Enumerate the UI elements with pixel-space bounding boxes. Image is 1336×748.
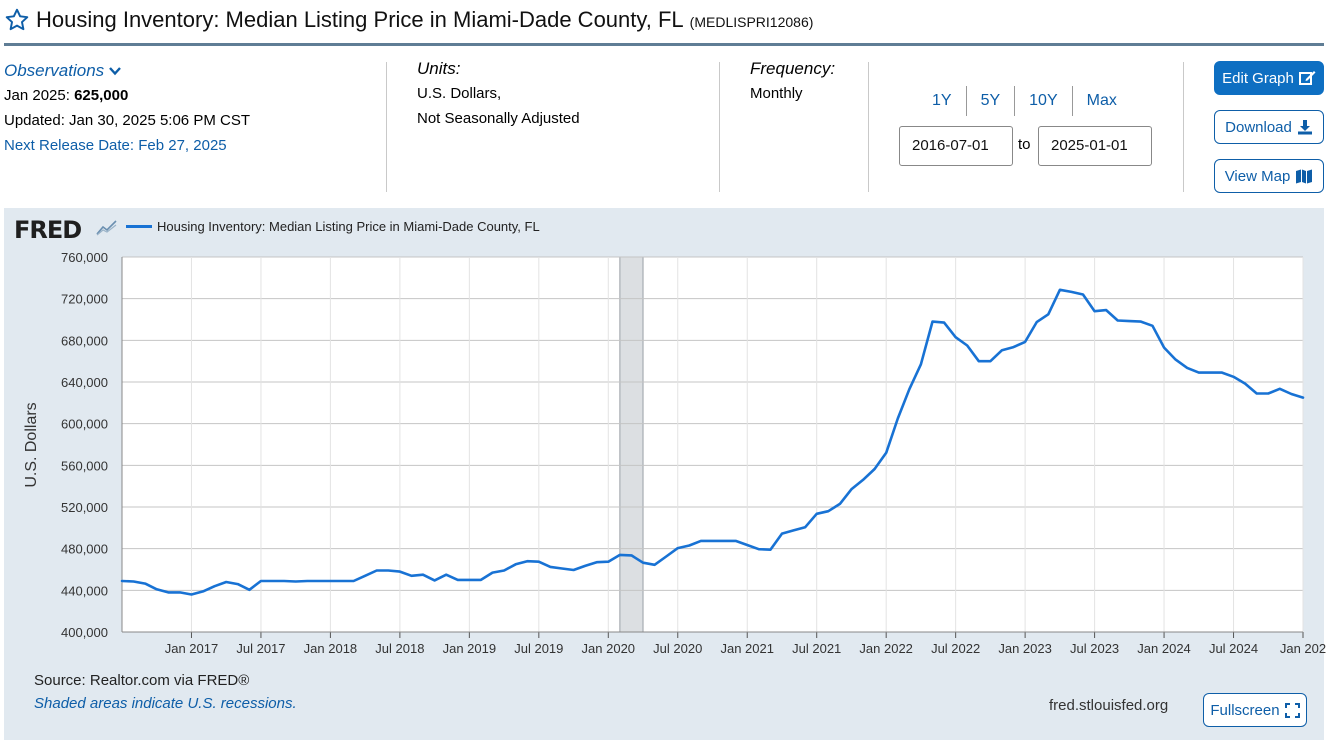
latest-observation-date: Jan 2025: bbox=[4, 87, 70, 104]
download-icon bbox=[1297, 120, 1312, 135]
x-tick-label: Jul 2017 bbox=[236, 641, 285, 656]
x-tick-label: Jul 2021 bbox=[792, 641, 841, 656]
y-tick-label: 560,000 bbox=[61, 458, 108, 473]
download-label: Download bbox=[1225, 118, 1292, 136]
chevron-down-icon bbox=[109, 66, 122, 75]
y-axis-label: U.S. Dollars bbox=[23, 402, 40, 488]
range-tabs: 1Y 5Y 10Y Max bbox=[918, 86, 1131, 116]
fullscreen-label: Fullscreen bbox=[1210, 701, 1280, 719]
series-line bbox=[120, 288, 1305, 596]
observations-panel: Observations Jan 2025: 625,000 Updated: … bbox=[4, 58, 250, 158]
y-tick-label: 480,000 bbox=[61, 542, 108, 557]
x-tick-label: Jul 2022 bbox=[931, 641, 980, 656]
x-tick-label: Jul 2023 bbox=[1070, 641, 1119, 656]
units-label: Units: bbox=[417, 59, 461, 78]
edit-graph-label: Edit Graph bbox=[1222, 69, 1294, 87]
y-tick-label: 760,000 bbox=[61, 250, 108, 265]
divider bbox=[1183, 62, 1184, 192]
range-tab-max[interactable]: Max bbox=[1086, 92, 1117, 109]
next-release-link[interactable]: Next Release Date: Feb 27, 2025 bbox=[4, 137, 227, 154]
site-url: fred.stlouisfed.org bbox=[1049, 697, 1169, 714]
x-tick-label: Jul 2019 bbox=[514, 641, 563, 656]
x-tick-label: Jan 2019 bbox=[443, 641, 497, 656]
y-tick-label: 400,000 bbox=[61, 625, 108, 640]
frequency-value: Monthly bbox=[750, 85, 803, 102]
recession-band bbox=[619, 256, 644, 633]
divider bbox=[386, 62, 387, 192]
x-tick-label: Jan 2018 bbox=[304, 641, 358, 656]
updated-text: Updated: Jan 30, 2025 5:06 PM CST bbox=[4, 112, 250, 129]
x-tick-label: Jan 202 bbox=[1280, 641, 1326, 656]
x-tick-label: Jan 2021 bbox=[720, 641, 774, 656]
x-tick-label: Jan 2020 bbox=[582, 641, 636, 656]
legend-label: Housing Inventory: Median Listing Price … bbox=[157, 219, 540, 234]
y-tick-label: 720,000 bbox=[61, 292, 108, 307]
series-id: (MEDLISPRI12086) bbox=[689, 14, 814, 30]
observations-label: Observations bbox=[4, 61, 105, 80]
units-line-1: U.S. Dollars, bbox=[417, 85, 502, 102]
plot-area bbox=[122, 257, 1303, 632]
x-tick-label: Jul 2018 bbox=[375, 641, 424, 656]
units-line-2: Not Seasonally Adjusted bbox=[417, 110, 580, 127]
observations-toggle[interactable]: Observations bbox=[4, 58, 250, 83]
x-tick-label: Jul 2020 bbox=[653, 641, 702, 656]
map-icon bbox=[1296, 169, 1313, 183]
legend-swatch bbox=[126, 225, 152, 228]
units-panel: Units: U.S. Dollars, Not Seasonally Adju… bbox=[417, 56, 580, 131]
x-tick-label: Jan 2024 bbox=[1137, 641, 1191, 656]
view-map-label: View Map bbox=[1224, 167, 1291, 185]
source-text: Source: Realtor.com via FRED® bbox=[34, 672, 250, 689]
chart-legend: Housing Inventory: Median Listing Price … bbox=[126, 219, 540, 234]
star-icon[interactable] bbox=[4, 7, 30, 33]
fullscreen-icon bbox=[1284, 702, 1300, 718]
y-tick-label: 640,000 bbox=[61, 375, 108, 390]
page-title: Housing Inventory: Median Listing Price … bbox=[36, 7, 684, 32]
fullscreen-button[interactable]: Fullscreen bbox=[1203, 693, 1307, 727]
download-button[interactable]: Download bbox=[1214, 110, 1324, 144]
recession-note: Shaded areas indicate U.S. recessions. bbox=[34, 695, 297, 712]
to-label: to bbox=[1018, 136, 1031, 153]
range-tab-1y[interactable]: 1Y bbox=[918, 86, 967, 116]
y-tick-label: 440,000 bbox=[61, 583, 108, 598]
start-date-input[interactable]: 2016-07-01 bbox=[899, 126, 1013, 166]
x-tick-label: Jan 2022 bbox=[859, 641, 913, 656]
x-tick-label: Jan 2023 bbox=[998, 641, 1052, 656]
frequency-panel: Frequency: Monthly bbox=[750, 56, 835, 106]
range-tab-10y[interactable]: 10Y bbox=[1015, 86, 1073, 116]
y-tick-label: 680,000 bbox=[61, 333, 108, 348]
divider bbox=[868, 62, 869, 192]
edit-graph-button[interactable]: Edit Graph bbox=[1214, 61, 1324, 95]
title-divider bbox=[4, 43, 1324, 46]
frequency-label: Frequency: bbox=[750, 59, 836, 78]
view-map-button[interactable]: View Map bbox=[1214, 159, 1324, 193]
latest-observation-value: 625,000 bbox=[74, 87, 129, 104]
range-tab-5y[interactable]: 5Y bbox=[967, 86, 1016, 116]
y-tick-label: 520,000 bbox=[61, 500, 108, 515]
fred-chart-icon bbox=[96, 220, 117, 236]
x-tick-label: Jan 2017 bbox=[165, 641, 219, 656]
end-date-input[interactable]: 2025-01-01 bbox=[1038, 126, 1152, 166]
divider bbox=[719, 62, 720, 192]
latest-observation: Jan 2025: 625,000 bbox=[4, 83, 250, 108]
edit-icon bbox=[1298, 71, 1316, 85]
fred-logo: FRED bbox=[14, 216, 82, 244]
x-tick-label: Jul 2024 bbox=[1209, 641, 1258, 656]
title-row: Housing Inventory: Median Listing Price … bbox=[4, 2, 813, 38]
y-tick-label: 600,000 bbox=[61, 417, 108, 432]
